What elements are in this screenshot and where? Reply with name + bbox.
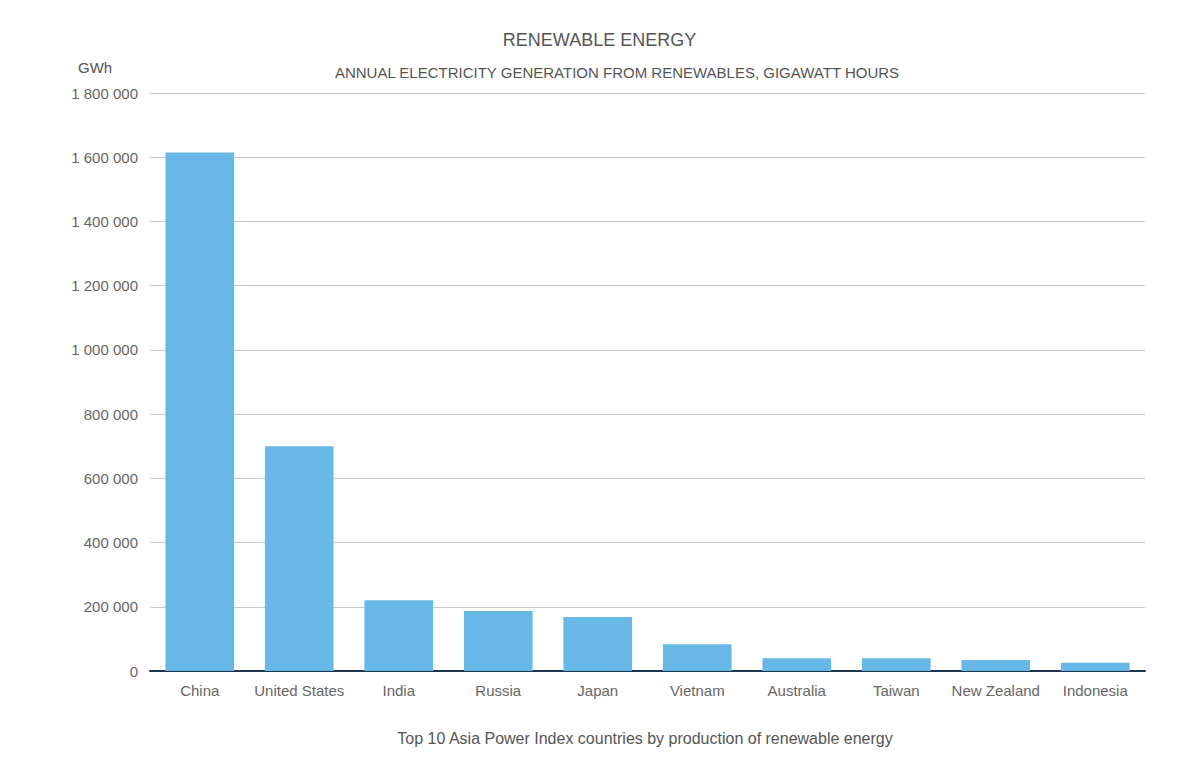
svg-text:200 000: 200 000	[84, 598, 138, 615]
svg-text:Indonesia: Indonesia	[1063, 682, 1129, 699]
svg-text:China: China	[180, 682, 220, 699]
svg-text:United States: United States	[254, 682, 344, 699]
svg-text:Taiwan: Taiwan	[873, 682, 920, 699]
svg-text:Vietnam: Vietnam	[670, 682, 725, 699]
svg-text:India: India	[382, 682, 415, 699]
svg-text:600 000: 600 000	[84, 470, 138, 487]
svg-text:1 000 000: 1 000 000	[71, 341, 138, 358]
svg-text:ANNUAL ELECTRICITY GENERATION: ANNUAL ELECTRICITY GENERATION FROM RENEW…	[335, 64, 899, 81]
svg-text:400 000: 400 000	[84, 534, 138, 551]
svg-text:Russia: Russia	[475, 682, 522, 699]
svg-text:Japan: Japan	[577, 682, 618, 699]
svg-text:RENEWABLE ENERGY: RENEWABLE ENERGY	[503, 30, 696, 50]
svg-text:Top 10 Asia Power Index countr: Top 10 Asia Power Index countries by pro…	[397, 730, 892, 747]
svg-text:0: 0	[130, 663, 138, 680]
svg-text:1 200 000: 1 200 000	[71, 277, 138, 294]
svg-text:800 000: 800 000	[84, 406, 138, 423]
svg-text:GWh: GWh	[78, 59, 112, 76]
svg-text:1 800 000: 1 800 000	[71, 85, 138, 102]
svg-text:1 400 000: 1 400 000	[71, 213, 138, 230]
svg-text:Australia: Australia	[768, 682, 827, 699]
svg-text:1 600 000: 1 600 000	[71, 149, 138, 166]
svg-text:New Zealand: New Zealand	[952, 682, 1040, 699]
